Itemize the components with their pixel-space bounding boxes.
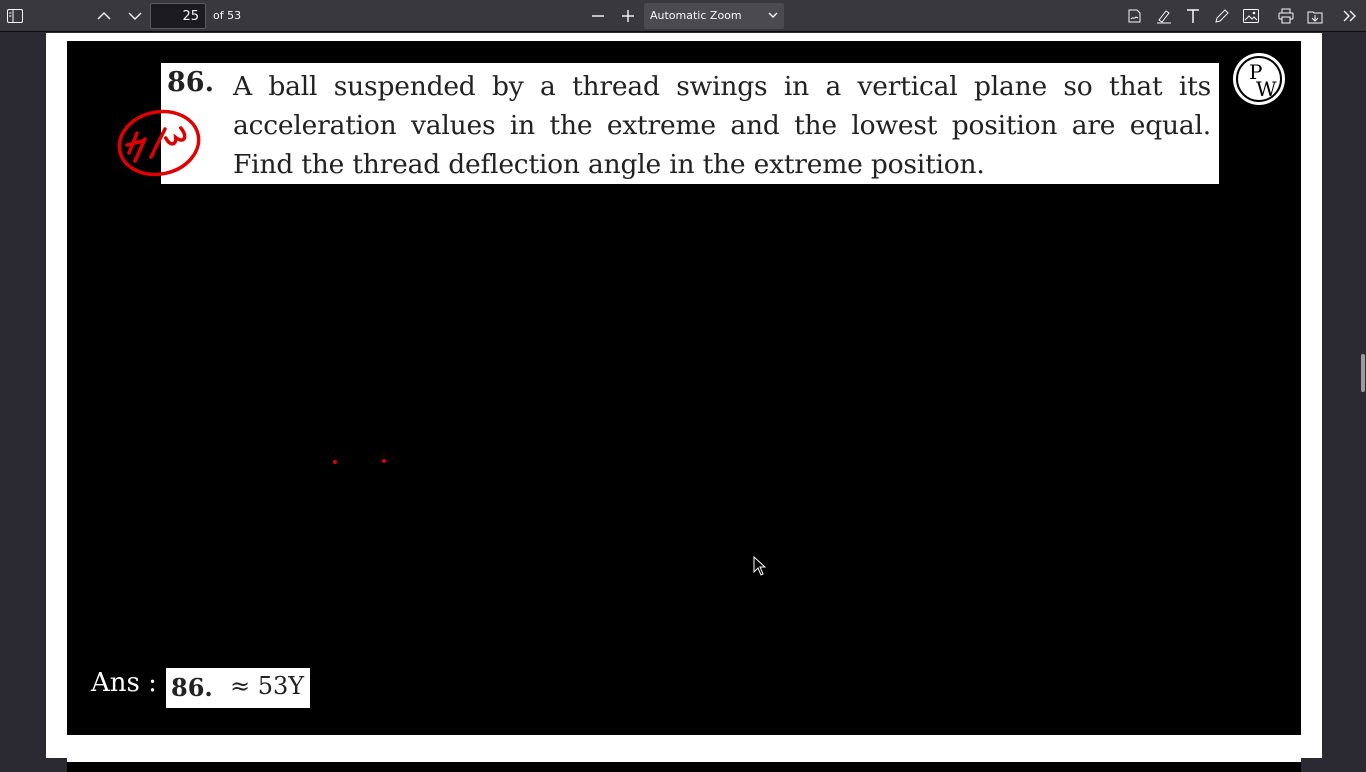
scrollbar-thumb[interactable] [1361,354,1365,392]
signature-icon [1128,9,1141,23]
image-button[interactable] [1238,3,1264,29]
next-page-icon [128,12,142,20]
save-icon [1307,11,1323,24]
next-page-button[interactable] [122,3,148,29]
highlight-icon [1157,10,1171,24]
page-count: of 53 [213,9,242,22]
question-number: 86. [167,67,214,98]
zoom-in-icon [622,10,634,22]
annotation-dot [333,460,337,464]
print-button[interactable] [1273,3,1299,29]
pdf-viewer[interactable]: 86. A ball suspended by a thread swings … [0,33,1366,768]
slide: 86. A ball suspended by a thread swings … [67,41,1301,735]
answer-value: ≈ 53Υ [230,672,305,700]
sidebar-toggle-button[interactable] [2,3,28,29]
zoom-in-button[interactable] [615,3,641,29]
svg-text:P: P [1249,60,1262,84]
highlight-button[interactable] [1151,3,1177,29]
pdf-toolbar: of 53 Automatic Zoom [0,0,1366,32]
more-tools-icon [1343,10,1356,22]
page-number-input[interactable] [150,3,206,29]
draw-icon [1215,9,1229,23]
question-box: 86. A ball suspended by a thread swings … [161,63,1219,184]
previous-page-button[interactable] [91,3,117,29]
pw-logo: P W [1233,53,1285,105]
answer-label: Ans : [91,668,157,698]
answer-box: 86. ≈ 53Υ [166,668,310,708]
print-icon [1278,8,1294,24]
sidebar-toggle-icon [7,9,23,23]
zoom-out-icon [592,15,604,17]
zoom-out-button[interactable] [585,3,611,29]
draw-button[interactable] [1209,3,1235,29]
previous-page-icon [97,12,111,20]
answer-number: 86. [171,673,213,702]
pdf-page: 86. A ball suspended by a thread swings … [46,33,1322,758]
chevron-down-icon [768,12,778,18]
save-button[interactable] [1302,3,1328,29]
question-text: A ball suspended by a thread swings in a… [233,71,1211,180]
next-pdf-page [67,758,1301,772]
signature-button[interactable] [1122,3,1148,29]
image-icon [1243,9,1259,23]
zoom-select-label: Automatic Zoom [650,9,742,22]
annotation-dot [382,459,386,463]
mouse-cursor-icon [753,556,767,576]
more-tools-button[interactable] [1337,3,1363,29]
text-button[interactable] [1180,3,1206,29]
hw-annotation [117,109,201,177]
text-icon [1187,9,1199,23]
svg-text:W: W [1256,77,1277,101]
zoom-select[interactable]: Automatic Zoom [644,3,784,29]
